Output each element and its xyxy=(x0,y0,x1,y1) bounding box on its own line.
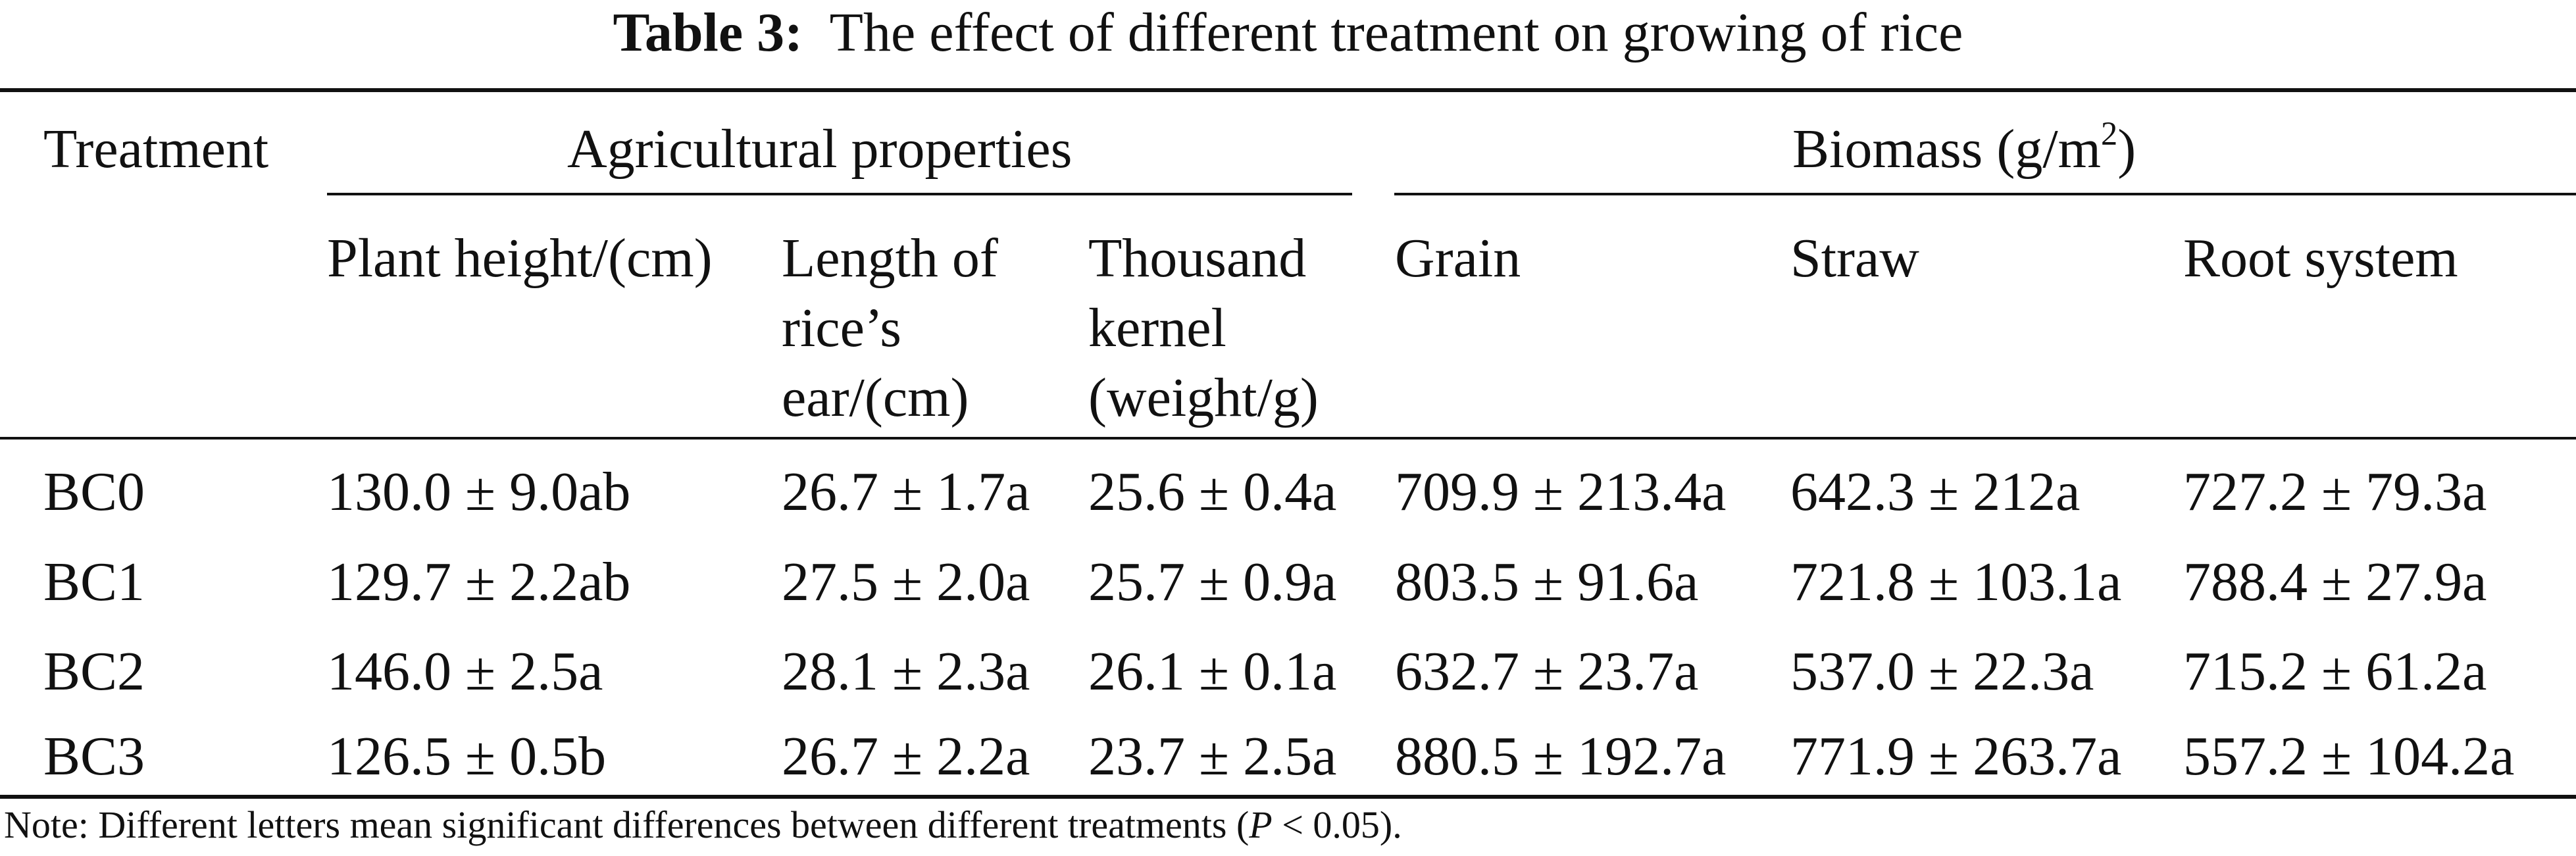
cell-thousand-kernel-weight: 25.6 ± 0.4a xyxy=(1088,461,1337,522)
cell-root-system: 715.2 ± 61.2a xyxy=(2183,641,2487,702)
p-value-symbol: P xyxy=(1249,803,1273,846)
cell-thousand-kernel-weight: 25.7 ± 0.9a xyxy=(1088,551,1337,613)
biomass-superscript: 2 xyxy=(2101,114,2118,152)
cell-ear-length: 26.7 ± 1.7a xyxy=(782,461,1030,522)
header-treatment: Treatment xyxy=(43,118,269,180)
table-number: Table 3: xyxy=(613,2,803,63)
cell-plant-height: 146.0 ± 2.5a xyxy=(327,641,603,702)
cell-straw: 537.0 ± 22.3a xyxy=(1790,641,2094,702)
header-bottom-rule xyxy=(0,437,2576,440)
header-grain: Grain xyxy=(1395,228,1521,289)
cell-straw: 642.3 ± 212a xyxy=(1790,461,2081,522)
cell-root-system: 557.2 ± 104.2a xyxy=(2183,726,2515,787)
bottom-rule xyxy=(0,795,2576,799)
cell-grain: 632.7 ± 23.7a xyxy=(1395,641,1699,702)
cell-root-system: 788.4 ± 27.9a xyxy=(2183,551,2487,613)
agricultural-group-rule xyxy=(327,193,1352,195)
cell-treatment: BC3 xyxy=(43,726,145,787)
table-title: Table 3: The effect of different treatme… xyxy=(0,0,2576,66)
header-agricultural-properties: Agricultural properties xyxy=(567,118,1073,180)
cell-plant-height: 126.5 ± 0.5b xyxy=(327,726,607,787)
cell-thousand-kernel-weight: 23.7 ± 2.5a xyxy=(1088,726,1337,787)
cell-ear-length: 27.5 ± 2.0a xyxy=(782,551,1030,613)
table-caption: The effect of different treatment on gro… xyxy=(829,2,1963,63)
cell-straw: 771.9 ± 263.7a xyxy=(1790,726,2122,787)
cell-thousand-kernel-weight: 26.1 ± 0.1a xyxy=(1088,641,1337,702)
cell-straw: 721.8 ± 103.1a xyxy=(1790,551,2122,613)
top-rule xyxy=(0,88,2576,92)
cell-grain: 880.5 ± 192.7a xyxy=(1395,726,1727,787)
cell-plant-height: 130.0 ± 9.0ab xyxy=(327,461,631,522)
biomass-group-rule xyxy=(1394,193,2576,195)
cell-ear-length: 28.1 ± 2.3a xyxy=(782,641,1030,702)
cell-grain: 709.9 ± 213.4a xyxy=(1395,461,1727,522)
table-note: Note: Different letters mean significant… xyxy=(4,803,1402,846)
cell-ear-length: 26.7 ± 2.2a xyxy=(782,726,1030,787)
cell-treatment: BC1 xyxy=(43,551,145,613)
header-ear-length: Length of rice’s ear/(cm) xyxy=(782,228,998,428)
cell-grain: 803.5 ± 91.6a xyxy=(1395,551,1699,613)
header-plant-height: Plant height/(cm) xyxy=(327,228,713,289)
header-biomass: Biomass (g/m2) xyxy=(1792,114,2136,180)
cell-treatment: BC2 xyxy=(43,641,145,702)
cell-plant-height: 129.7 ± 2.2ab xyxy=(327,551,631,613)
header-straw: Straw xyxy=(1790,228,1919,289)
cell-root-system: 727.2 ± 79.3a xyxy=(2183,461,2487,522)
header-root-system: Root system xyxy=(2183,228,2458,289)
header-thousand-kernel-weight: Thousand kernel (weight/g) xyxy=(1088,228,1319,428)
cell-treatment: BC0 xyxy=(43,461,145,522)
